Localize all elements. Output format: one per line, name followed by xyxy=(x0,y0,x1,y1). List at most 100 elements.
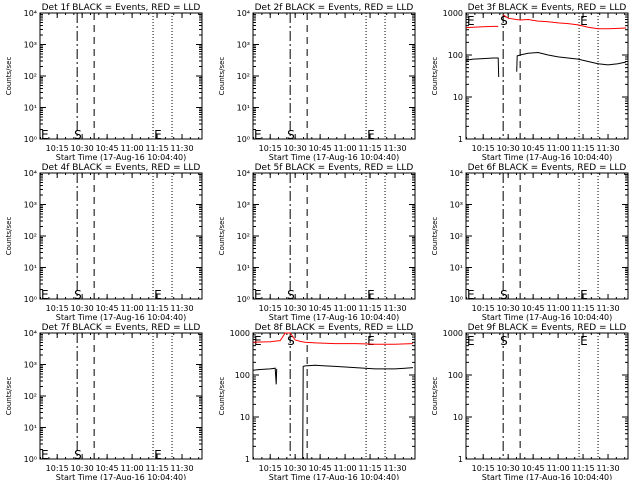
event-marker-e: E xyxy=(254,288,262,302)
event-marker-e: E xyxy=(367,288,375,302)
y-tick-label: 10² xyxy=(450,232,463,241)
event-marker-e: E xyxy=(467,288,475,302)
y-tick-label: 10² xyxy=(24,232,37,241)
y-axis-label: Counts/sec xyxy=(431,57,439,96)
y-tick-label: 10⁴ xyxy=(237,9,250,18)
y-tick-label: 10 xyxy=(453,413,463,422)
event-marker-e: E xyxy=(254,334,262,348)
x-axis-label: Start Time (17-Aug-16 10:04:40) xyxy=(269,473,400,480)
series-lld-red xyxy=(253,332,414,345)
detector-plot-8: Det 8f BLACK = Events, RED = LLD 1 10 100 10… xyxy=(218,323,416,480)
event-marker-e: E xyxy=(580,14,588,28)
plot-frame xyxy=(39,12,203,140)
event-marker-e: E xyxy=(41,288,49,302)
plot-title: Det 8f BLACK = Events, RED = LLD xyxy=(255,323,414,333)
y-axis-label: Counts/sec xyxy=(431,217,439,256)
event-marker-e: E xyxy=(154,128,162,142)
x-tick-label: 11:30 xyxy=(383,144,406,153)
x-tick-label: 10:30 xyxy=(71,464,94,473)
x-tick-label: 11:00 xyxy=(547,304,570,313)
y-tick-label: 10⁰ xyxy=(237,135,250,144)
x-tick-label: 11:30 xyxy=(596,144,619,153)
plot-frame xyxy=(39,332,203,460)
x-tick-label: 11:30 xyxy=(596,464,619,473)
y-tick-label: 10⁴ xyxy=(24,9,37,18)
x-axis-label: Start Time (17-Aug-16 10:04:40) xyxy=(482,473,613,480)
x-tick-label: 11:15 xyxy=(359,304,382,313)
x-tick-label: 11:00 xyxy=(334,464,357,473)
x-tick-label: 11:15 xyxy=(572,144,595,153)
x-tick-label: 11:30 xyxy=(383,464,406,473)
detector-plot-4: Det 4f BLACK = Events, RED = LLD 10⁰ 10¹ 10… xyxy=(5,163,203,322)
event-marker-e: E xyxy=(154,448,162,462)
x-tick-label: 10:30 xyxy=(284,464,307,473)
detector-plot-7: Det 7f BLACK = Events, RED = LLD 10⁰ 10¹ 10… xyxy=(5,323,203,480)
x-tick-label: 10:15 xyxy=(259,304,282,313)
detector-plot-2: Det 2f BLACK = Events, RED = LLD 10⁰ 10¹ 10… xyxy=(218,3,416,162)
y-tick-label: 1 xyxy=(245,455,250,464)
plot-title: Det 9f BLACK = Events, RED = LLD xyxy=(468,323,627,333)
y-axis-label: Counts/sec xyxy=(218,217,226,256)
y-tick-label: 100 xyxy=(448,51,463,60)
event-marker-s: S xyxy=(500,334,508,348)
x-tick-label: 11:00 xyxy=(547,144,570,153)
x-tick-label: 10:15 xyxy=(472,144,495,153)
y-axis-label: Counts/sec xyxy=(218,377,226,416)
x-tick-label: 11:00 xyxy=(121,304,144,313)
plot-frame xyxy=(252,332,416,460)
y-tick-label: 10² xyxy=(237,72,250,81)
plot-title: Det 6f BLACK = Events, RED = LLD xyxy=(468,163,627,173)
x-tick-label: 10:30 xyxy=(497,144,520,153)
x-tick-label: 11:15 xyxy=(359,144,382,153)
y-tick-label: 10 xyxy=(240,413,250,422)
x-tick-label: 10:15 xyxy=(46,464,69,473)
y-tick-label: 10⁰ xyxy=(237,295,250,304)
x-tick-label: 11:30 xyxy=(170,304,193,313)
x-tick-label: 10:45 xyxy=(309,464,332,473)
x-tick-label: 10:45 xyxy=(522,304,545,313)
x-tick-label: 10:15 xyxy=(472,304,495,313)
y-axis-label: Counts/sec xyxy=(5,377,13,416)
x-tick-label: 11:30 xyxy=(383,304,406,313)
y-tick-label: 100 xyxy=(235,371,250,380)
x-tick-label: 11:15 xyxy=(572,464,595,473)
x-tick-label: 11:15 xyxy=(572,304,595,313)
event-marker-e: E xyxy=(154,288,162,302)
event-marker-e: E xyxy=(467,14,475,28)
y-tick-label: 10⁴ xyxy=(237,169,250,178)
x-tick-label: 10:45 xyxy=(96,464,119,473)
y-tick-label: 10⁰ xyxy=(24,295,37,304)
y-tick-label: 1000 xyxy=(443,9,463,18)
plot-title: Det 3f BLACK = Events, RED = LLD xyxy=(468,3,627,13)
plot-frame xyxy=(465,12,629,140)
x-tick-label: 10:30 xyxy=(284,304,307,313)
x-tick-label: 11:15 xyxy=(146,464,169,473)
event-marker-e: E xyxy=(367,334,375,348)
x-axis-label: Start Time (17-Aug-16 10:04:40) xyxy=(269,313,400,322)
x-axis-label: Start Time (17-Aug-16 10:04:40) xyxy=(269,153,400,162)
y-tick-label: 100 xyxy=(448,371,463,380)
detector-plot-5: Det 5f BLACK = Events, RED = LLD 10⁰ 10¹ 10… xyxy=(218,163,416,322)
y-tick-label: 1000 xyxy=(230,329,250,338)
y-axis-label: Counts/sec xyxy=(431,377,439,416)
x-tick-label: 11:00 xyxy=(334,144,357,153)
event-marker-s: S xyxy=(287,128,295,142)
x-tick-label: 10:45 xyxy=(522,144,545,153)
x-tick-label: 10:45 xyxy=(96,304,119,313)
event-marker-s: S xyxy=(74,288,82,302)
x-tick-label: 10:45 xyxy=(309,144,332,153)
series-lld-red xyxy=(466,14,627,30)
x-axis-label: Start Time (17-Aug-16 10:04:40) xyxy=(56,153,187,162)
x-tick-label: 10:45 xyxy=(309,304,332,313)
y-tick-label: 1 xyxy=(458,455,463,464)
event-marker-s: S xyxy=(74,128,82,142)
detector-plot-1: Det 1f BLACK = Events, RED = LLD 10⁰ 10¹ 10… xyxy=(5,3,203,162)
y-tick-label: 10² xyxy=(24,392,37,401)
y-tick-label: 10⁰ xyxy=(450,295,463,304)
y-tick-label: 10² xyxy=(237,232,250,241)
y-axis-label: Counts/sec xyxy=(218,57,226,96)
series-events-black xyxy=(253,364,414,460)
plot-frame xyxy=(39,172,203,300)
plot-frame xyxy=(465,172,629,300)
plot-title: Det 4f BLACK = Events, RED = LLD xyxy=(42,163,201,173)
